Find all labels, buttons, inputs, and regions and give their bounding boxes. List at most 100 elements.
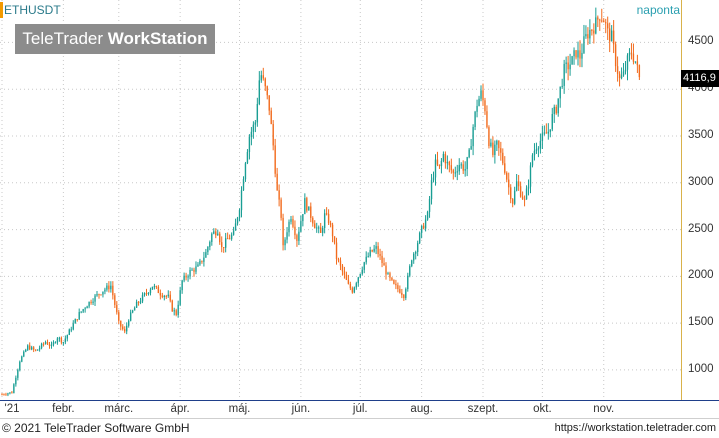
candle-down	[436, 159, 439, 165]
candle-up	[407, 275, 409, 290]
candle-down	[399, 289, 401, 293]
candle-up	[54, 342, 57, 344]
candle-up	[242, 179, 245, 191]
candle-up	[195, 266, 197, 272]
x-tick-label: nov.	[593, 403, 615, 415]
candle-up	[260, 75, 262, 81]
candle-up	[440, 160, 443, 167]
candle-up	[577, 50, 579, 58]
candle-up	[58, 337, 61, 339]
candle-up	[323, 213, 326, 228]
candle-down	[159, 292, 162, 296]
x-axis-line	[0, 400, 719, 401]
candle-down	[632, 53, 635, 62]
x-tick-label: febr.	[52, 403, 75, 415]
candle-down	[193, 269, 195, 272]
candle-up	[183, 275, 185, 281]
x-tick-label: ápr.	[170, 403, 190, 415]
candle-up	[543, 132, 546, 134]
candle-up	[547, 131, 550, 134]
candle-up	[589, 29, 591, 39]
candle-up	[470, 146, 472, 150]
candle-up	[454, 172, 456, 174]
candle-up	[426, 211, 429, 220]
candle-down	[42, 343, 45, 345]
candle-up	[474, 111, 476, 127]
candle-down	[310, 206, 312, 218]
candle-down	[175, 310, 177, 315]
candle-up	[480, 90, 482, 99]
candle-up	[64, 338, 67, 343]
candle-up	[23, 351, 25, 357]
symbol-label[interactable]: ETHUSDT	[4, 3, 61, 17]
candle-up	[363, 262, 365, 270]
period-label[interactable]: naponta	[636, 3, 680, 17]
candle-up	[126, 325, 128, 332]
candle-up	[405, 289, 407, 299]
candle-down	[383, 263, 385, 266]
candle-up	[416, 243, 419, 253]
candle-up	[163, 295, 166, 297]
source-url[interactable]: https://workstation.teletrader.com	[554, 422, 716, 434]
candle-up	[110, 285, 112, 290]
candle-up	[624, 69, 627, 72]
candle-down	[381, 255, 383, 264]
candle-up	[634, 61, 637, 63]
candle-up	[468, 149, 470, 158]
candle-up	[141, 295, 144, 302]
candle-down	[343, 271, 346, 275]
candle-down	[341, 265, 344, 272]
candle-down	[385, 265, 387, 275]
candle-up	[149, 289, 152, 293]
candle-down	[185, 275, 187, 278]
y-tick-label: 3000	[688, 175, 714, 188]
candle-down	[389, 273, 391, 278]
candle-down	[306, 198, 308, 211]
candle-down	[223, 247, 225, 249]
candle-down	[329, 222, 332, 225]
candle-down	[98, 294, 100, 296]
candle-down	[120, 320, 122, 327]
candle-up	[7, 393, 9, 395]
candle-up	[84, 308, 86, 310]
candle-down	[292, 219, 294, 227]
candle-down	[118, 312, 120, 321]
candle-up	[620, 75, 623, 79]
candle-up	[525, 188, 528, 200]
candle-up	[302, 214, 304, 222]
candle-up	[583, 36, 585, 53]
candle-down	[314, 223, 316, 229]
candle-down	[34, 349, 37, 351]
candle-up	[353, 287, 356, 293]
candle-down	[492, 142, 494, 155]
candle-up	[88, 301, 90, 307]
candle-up	[44, 342, 47, 344]
candle-down	[221, 242, 223, 248]
x-tick-label: aug.	[410, 403, 433, 415]
candle-up	[38, 347, 41, 350]
candle-up	[203, 257, 205, 262]
candle-down	[401, 292, 403, 295]
candle-up	[375, 246, 377, 249]
candle-up	[373, 248, 375, 252]
candle-up	[173, 310, 175, 312]
candle-up	[25, 349, 27, 352]
candle-up	[464, 169, 466, 171]
candle-down	[161, 295, 164, 297]
candle-down	[219, 233, 221, 243]
candle-up	[581, 52, 583, 59]
candle-up	[549, 129, 551, 132]
candle-up	[40, 343, 43, 348]
symbol-marker	[0, 2, 3, 18]
candle-down	[545, 132, 548, 134]
candle-up	[442, 153, 445, 161]
candle-down	[519, 186, 522, 197]
candle-up	[476, 105, 478, 112]
candle-down	[444, 153, 447, 164]
candle-up	[199, 260, 201, 265]
candle-down	[607, 23, 609, 29]
candle-up	[563, 63, 565, 86]
candle-down	[90, 301, 92, 303]
candle-down	[605, 22, 607, 24]
candle-down	[11, 392, 13, 394]
